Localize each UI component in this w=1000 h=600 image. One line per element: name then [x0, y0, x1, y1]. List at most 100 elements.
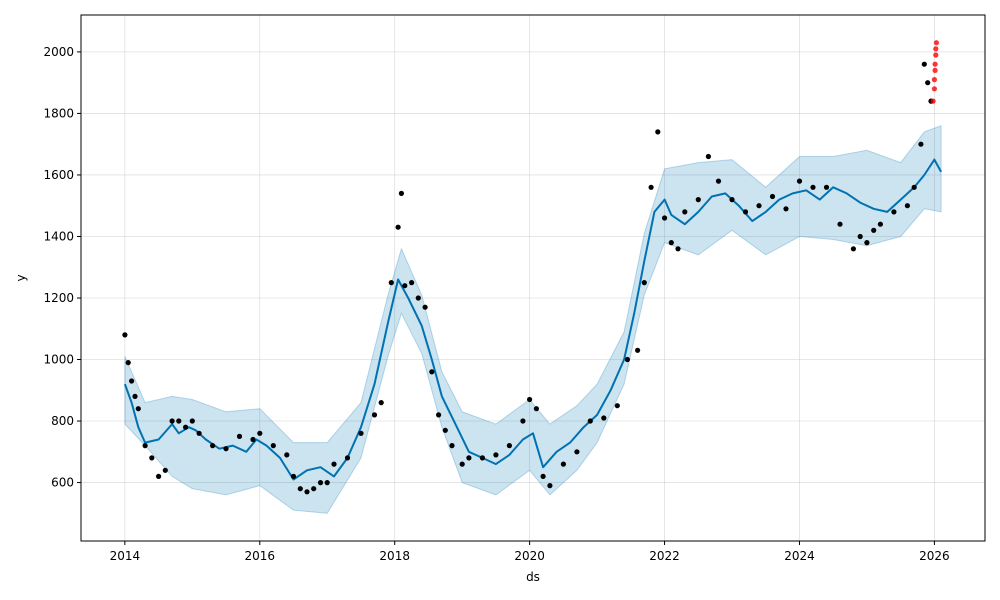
observed-point — [925, 80, 931, 86]
observed-point — [466, 455, 472, 461]
observed-point — [601, 415, 607, 421]
observed-point — [823, 184, 830, 190]
x-tick-label: 2016 — [245, 549, 276, 563]
observed-point — [520, 418, 526, 424]
observed-point — [574, 449, 580, 455]
holdout-point — [931, 86, 938, 92]
y-tick-label: 1000 — [43, 353, 74, 367]
observed-point — [169, 418, 175, 424]
observed-point — [641, 280, 647, 286]
observed-point — [422, 304, 428, 310]
observed-point — [877, 221, 884, 227]
observed-point — [560, 461, 567, 467]
x-axis-ticks: 2014 2016 2018 2020 2022 2024 2026 — [110, 541, 950, 563]
holdout-point — [933, 40, 940, 46]
x-axis-title: ds — [526, 570, 540, 584]
observed-point — [162, 467, 168, 473]
observed-point — [810, 184, 816, 190]
x-tick-label: 2026 — [919, 549, 950, 563]
observed-point — [756, 203, 762, 209]
observed-point — [729, 197, 735, 203]
y-tick-label: 600 — [51, 476, 74, 490]
uncertainty-band-layer — [124, 124, 942, 514]
observed-point — [850, 246, 857, 252]
observed-point — [547, 483, 553, 489]
observed-point — [304, 489, 310, 495]
plot-frame — [80, 14, 986, 542]
observed-point — [705, 153, 712, 160]
observed-point — [122, 332, 128, 338]
observed-point — [635, 347, 641, 353]
observed-point — [297, 486, 303, 492]
y-axis-title: y — [14, 274, 28, 281]
forecast-line — [123, 158, 942, 481]
y-tick-label: 1600 — [43, 168, 74, 182]
observed-point — [655, 129, 661, 135]
observed-point — [176, 418, 182, 424]
observed-point — [402, 283, 408, 289]
observed-point — [668, 240, 674, 246]
y-tick-label: 800 — [51, 414, 74, 428]
observed-point — [871, 227, 877, 233]
observed-point — [156, 473, 162, 479]
observed-point — [918, 141, 924, 147]
observed-point — [388, 280, 394, 286]
y-tick-label: 2000 — [43, 45, 74, 59]
observed-point — [796, 178, 803, 184]
observed-point — [587, 418, 593, 424]
observed-point — [290, 473, 297, 479]
observed-point — [533, 406, 540, 412]
holdout-point — [931, 77, 938, 83]
observed-point — [129, 378, 135, 384]
x-tick-label: 2024 — [784, 549, 815, 563]
observed-point — [479, 455, 485, 461]
uncertainty-band — [124, 124, 942, 514]
holdout-point — [933, 46, 939, 52]
observed-point — [449, 443, 455, 449]
grid — [81, 15, 985, 541]
holdout-point — [932, 61, 938, 67]
observed-point — [624, 356, 631, 363]
observed-point — [857, 233, 863, 240]
observed-point — [125, 360, 131, 366]
observed-point — [769, 193, 776, 200]
observed-point — [540, 473, 546, 479]
observed-point — [135, 406, 141, 412]
observed-point — [614, 403, 620, 409]
holdout-point — [933, 52, 939, 58]
y-tick-label: 1800 — [43, 106, 74, 120]
x-tick-label: 2022 — [649, 549, 680, 563]
observed-point — [284, 452, 290, 458]
observed-point — [695, 197, 701, 203]
observed-point — [493, 452, 499, 458]
observed-point — [409, 280, 415, 286]
observed-point — [183, 424, 189, 430]
observed-point — [436, 412, 442, 418]
observed-point — [223, 446, 229, 452]
observed-point — [236, 433, 243, 439]
observed-point — [911, 184, 917, 190]
observed-point — [189, 418, 195, 424]
observed-point — [662, 215, 668, 221]
observed-point — [132, 393, 138, 399]
observed-point — [429, 369, 435, 375]
observed-point — [378, 400, 384, 406]
observed-point — [317, 480, 324, 486]
observed-point — [331, 461, 337, 467]
observed-point — [311, 486, 317, 492]
observed-point — [324, 480, 330, 486]
observed-point — [527, 396, 533, 403]
observed-point — [210, 443, 216, 449]
observed-point — [459, 461, 465, 467]
observed-point — [648, 184, 654, 190]
observed-point — [742, 209, 749, 215]
observed-point — [344, 455, 351, 461]
observed-point — [675, 246, 681, 252]
observed-point — [196, 430, 202, 436]
observed-point — [506, 443, 512, 449]
observed-point — [149, 455, 155, 461]
observed-point — [358, 430, 364, 436]
observed-point — [783, 206, 789, 212]
